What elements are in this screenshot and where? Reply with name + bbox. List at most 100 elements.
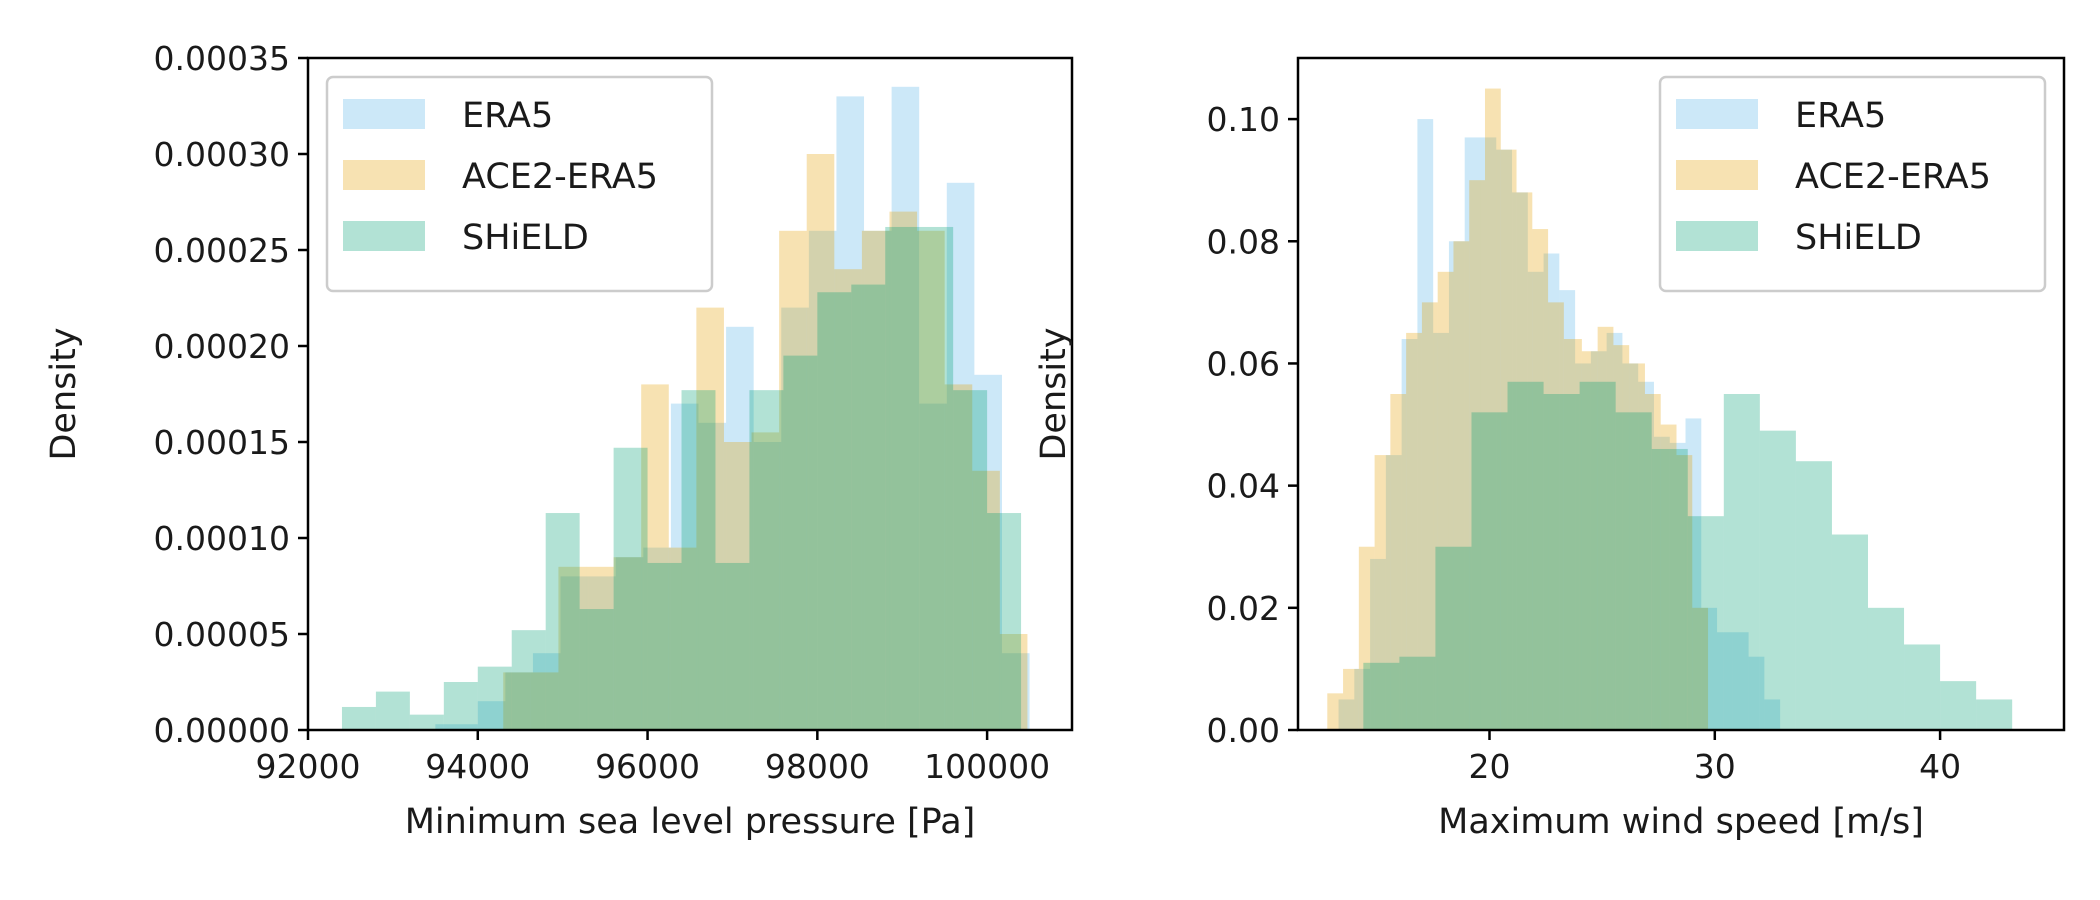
- histogram-bar: [781, 307, 809, 730]
- histogram-bar: [919, 403, 947, 730]
- histogram-bar: [1363, 662, 1400, 730]
- series-ace2-era5: [503, 154, 1028, 731]
- legend-swatch: [1676, 99, 1758, 129]
- histogram-bar: [987, 513, 1022, 730]
- histogram-bar: [1660, 424, 1677, 730]
- histogram-bar: [834, 269, 862, 730]
- histogram-bar: [1327, 693, 1344, 730]
- x-tick-label: 40: [1919, 747, 1961, 786]
- histogram-bar: [723, 442, 752, 730]
- histogram-bar: [1385, 455, 1402, 730]
- legend: ERA5 ACE2-ERA5 SHiELD: [325, 75, 714, 293]
- histogram-bar: [375, 691, 410, 730]
- histogram-bar: [1370, 558, 1386, 730]
- histogram-bar: [1653, 436, 1670, 730]
- chart-panel-2: 0.00 0.02 0.04 0.06 0.08 0.10 20 30 40 Maximum wi…: [1034, 56, 2066, 842]
- histogram-bar: [503, 672, 531, 730]
- histogram-bar: [1669, 442, 1686, 730]
- legend-swatch: [343, 221, 425, 251]
- series-era5: [435, 86, 1030, 731]
- histogram-bar: [1590, 351, 1607, 730]
- histogram-bar: [861, 230, 890, 731]
- histogram-bar: [1512, 192, 1528, 730]
- histogram-bar: [806, 154, 835, 730]
- histogram-bar: [1343, 668, 1359, 730]
- histogram-bar: [613, 557, 642, 730]
- legend-swatch: [343, 160, 425, 190]
- histogram-bar: [477, 701, 506, 730]
- plot-frame: [1296, 56, 2066, 732]
- series-shield: [341, 226, 1022, 730]
- histogram-bar: [1433, 332, 1449, 730]
- histogram-bar: [1563, 339, 1582, 730]
- y-axis-label: Density: [1034, 327, 1074, 460]
- histogram-bar: [1338, 699, 1355, 730]
- x-tick-label: 20: [1469, 747, 1511, 786]
- y-tick-label: 0.00035: [154, 39, 290, 78]
- histogram-bar: [1548, 302, 1564, 730]
- histogram-bar: [1559, 290, 1576, 730]
- histogram-bar: [530, 672, 559, 730]
- histogram-bar: [1606, 332, 1623, 730]
- histogram-bar: [1579, 381, 1616, 730]
- histogram-bar: [696, 307, 724, 730]
- histogram-bar: [1692, 607, 1709, 730]
- histogram-bar: [435, 724, 478, 730]
- histogram-bar: [749, 390, 784, 730]
- histogram-bar: [1597, 326, 1614, 730]
- histogram-bar: [1764, 699, 1781, 730]
- legend-label: SHiELD: [1795, 218, 1922, 258]
- histogram-bar: [1622, 363, 1639, 730]
- x-tick-label: 92000: [256, 747, 361, 786]
- series-ace2-era5: [1327, 88, 1709, 731]
- y-tick-label: 0.02: [1207, 589, 1280, 628]
- histogram-bar: [1867, 607, 1905, 730]
- histogram-bar: [817, 292, 852, 730]
- y-tick-label: 0.00: [1207, 711, 1280, 750]
- y-tick-label: 0.06: [1207, 344, 1280, 383]
- histogram-bar: [579, 609, 614, 730]
- histogram-bar: [532, 653, 561, 730]
- histogram-bar: [1976, 699, 2013, 730]
- histogram-bar: [1399, 656, 1436, 730]
- histogram-bar: [944, 384, 973, 730]
- histogram-bar: [1001, 653, 1030, 730]
- histogram-bar: [753, 442, 782, 730]
- histogram-bar: [1401, 339, 1418, 730]
- histogram-bar: [1629, 363, 1645, 730]
- histogram-bar: [1448, 241, 1465, 731]
- histogram-bar: [1532, 229, 1549, 730]
- legend-label: ACE2-ERA5: [462, 157, 658, 197]
- histogram-bar: [1723, 394, 1760, 730]
- legend-label: ACE2-ERA5: [1795, 157, 1991, 197]
- series-era5: [1338, 119, 1781, 731]
- histogram-bar: [588, 576, 616, 730]
- histogram-bar: [558, 566, 587, 730]
- histogram-bar: [1613, 345, 1630, 730]
- y-tick-label: 0.00030: [154, 135, 290, 174]
- legend: ERA5 ACE2-ERA5 SHiELD: [1658, 75, 2047, 293]
- histogram-bar: [1543, 394, 1580, 730]
- histogram-bar: [1685, 418, 1702, 730]
- legend-box: [325, 75, 714, 293]
- histogram-bar: [1496, 149, 1513, 731]
- histogram-bar: [670, 403, 699, 730]
- x-tick-label: 96000: [595, 747, 700, 786]
- legend-swatch: [1676, 160, 1758, 190]
- legend-swatch: [343, 99, 425, 129]
- histogram-bar: [1507, 381, 1544, 730]
- histogram-bar: [1464, 137, 1481, 730]
- histogram-bar: [1717, 632, 1733, 730]
- legend-label: SHiELD: [462, 218, 589, 258]
- y-tick-label: 0.00015: [154, 423, 290, 462]
- histogram-bar: [1759, 430, 1796, 730]
- histogram-bar: [1687, 516, 1724, 730]
- histogram-bar: [999, 634, 1028, 730]
- histogram-bar: [505, 672, 533, 730]
- histogram-bar: [615, 557, 644, 730]
- y-tick-label: 0.00020: [154, 327, 290, 366]
- histogram-bar: [477, 666, 512, 730]
- histogram-bar: [1358, 546, 1375, 730]
- histogram-bar: [917, 230, 945, 731]
- legend-swatch: [1676, 221, 1758, 251]
